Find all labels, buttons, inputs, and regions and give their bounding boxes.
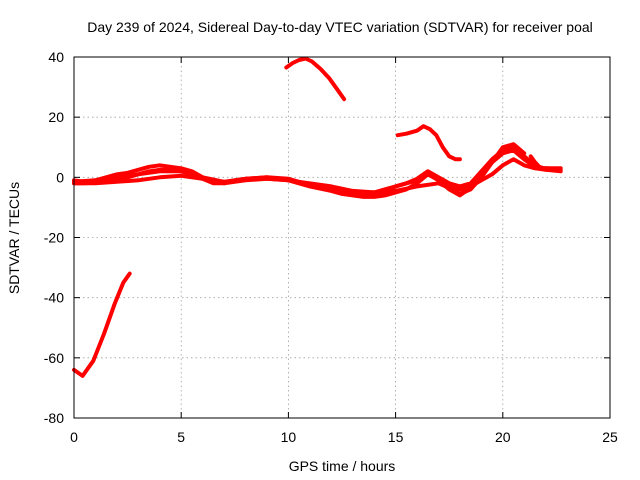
series-line-track-4 <box>72 142 527 196</box>
series-line-track-5 <box>72 145 563 198</box>
y-tick-label: 0 <box>56 169 64 185</box>
series-line-track-8 <box>528 154 550 171</box>
y-tick-label: -20 <box>44 230 64 246</box>
x-tick-label: 5 <box>177 429 185 445</box>
y-tick-label: -40 <box>44 290 64 306</box>
chart-title: Day 239 of 2024, Sidereal Day-to-day VTE… <box>87 19 593 35</box>
y-tick-label: -80 <box>44 410 64 426</box>
y-axis-label: SDTVAR / TECUs <box>6 182 22 294</box>
series-line-track-7 <box>395 124 462 162</box>
y-tick-label: 40 <box>48 49 64 65</box>
tick-layer <box>73 56 611 419</box>
y-tick-label: -60 <box>44 350 64 366</box>
x-axis-label: GPS time / hours <box>289 458 396 474</box>
x-tick-label: 20 <box>495 429 511 445</box>
x-tick-label: 0 <box>70 429 78 445</box>
x-tick-label: 25 <box>602 429 618 445</box>
x-tick-label: 10 <box>281 429 297 445</box>
grid-layer <box>74 57 610 418</box>
series-line-track-1 <box>72 271 132 378</box>
tick-label-layer: 0 5 10 15 20 25 -80 -60 -40 -20 0 20 40 <box>44 49 618 445</box>
y-tick-label: 20 <box>48 109 64 125</box>
series-layer <box>72 56 563 378</box>
x-tick-label: 15 <box>388 429 404 445</box>
series-line-track-6 <box>284 56 347 102</box>
